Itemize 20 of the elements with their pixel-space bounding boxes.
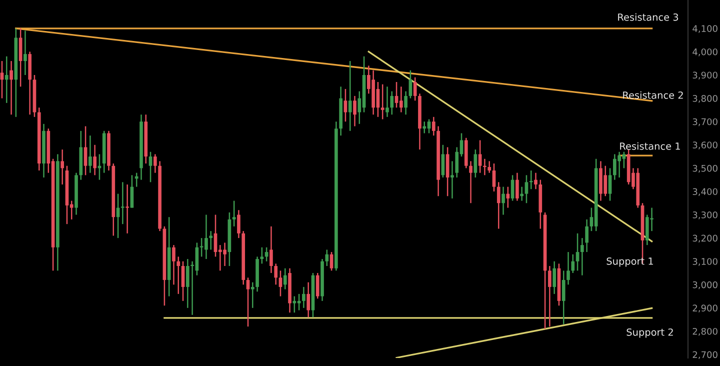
annotation: Resistance 2: [623, 91, 683, 99]
y-tick-label: 3,800: [692, 95, 718, 103]
y-tick-label: 3,200: [692, 234, 718, 243]
y-tick-label: 4,100: [692, 25, 718, 33]
y-tick-label: 3,400: [692, 188, 718, 196]
y-tick-label: 3,500: [692, 164, 718, 173]
annotation: Resistance 1: [620, 142, 680, 150]
y-tick-label: 3,900: [692, 72, 718, 80]
y-tick-label: 2,700: [692, 351, 718, 359]
y-tick-label: 3,300: [692, 211, 718, 220]
y-tick-label: 3,600: [692, 142, 718, 150]
y-tick-label: 2,800: [692, 328, 718, 336]
y-tick-label: 4,000: [692, 48, 718, 56]
y-tick-label: 3,100: [692, 258, 718, 266]
y-tick-label: 3,000: [692, 281, 718, 290]
y-tick-label: 2,900: [692, 304, 718, 312]
y-tick-label: 3,700: [692, 118, 718, 126]
annotation: Support 2: [626, 328, 673, 338]
annotation: Support 1: [606, 257, 653, 267]
annotation: Resistance 3: [618, 13, 678, 21]
